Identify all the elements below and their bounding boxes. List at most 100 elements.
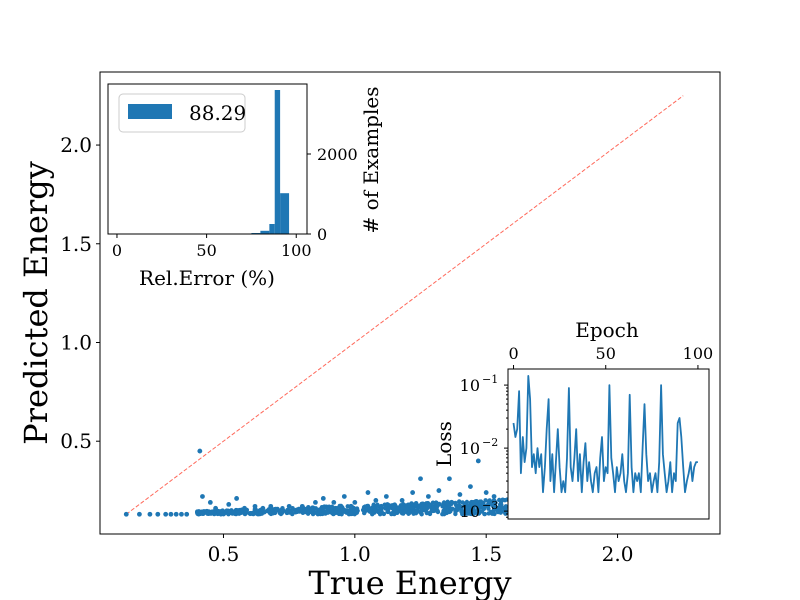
scatter-point-band — [396, 505, 401, 510]
scatter-point — [286, 503, 292, 509]
scatter-point-band — [488, 500, 493, 505]
scatter-point — [418, 476, 423, 482]
scatter-point-band — [371, 502, 376, 507]
scatter-point — [137, 511, 142, 517]
scatter-point — [341, 494, 347, 499]
scatter-point-band — [419, 512, 424, 517]
scatter-point-band — [335, 506, 340, 511]
main-y-tick-label: 1.5 — [60, 232, 92, 256]
main-marks — [123, 95, 684, 517]
scatter-point — [491, 494, 497, 499]
scatter-point-band — [204, 510, 209, 515]
scatter-point-band — [288, 509, 294, 514]
scatter-point-band — [285, 507, 290, 513]
scatter-point-band — [497, 497, 502, 503]
scatter-point-band — [313, 506, 319, 511]
histogram-y-ticks: 0 2000 — [307, 145, 358, 244]
loss-line — [512, 374, 698, 494]
scatter-point-band — [337, 509, 342, 514]
main-x-tick-label: 2.0 — [602, 542, 634, 566]
scatter-point-band — [325, 506, 330, 512]
scatter-point-band — [325, 510, 330, 515]
scatter-point — [410, 490, 416, 495]
main-y-tick-label: 0.5 — [60, 429, 92, 453]
scatter-point — [399, 498, 405, 503]
main-y-axis-label: Predicted Energy — [17, 161, 55, 445]
scatter-point — [207, 500, 213, 505]
scatter-point-band — [247, 511, 252, 516]
histogram-x-tick-label: 0 — [112, 241, 122, 260]
scatter-point-band — [409, 501, 415, 507]
scatter-point — [320, 496, 326, 501]
scatter-point — [313, 500, 318, 505]
main-x-ticks: 0.5 1.0 1.5 2.0 — [208, 534, 634, 566]
scatter-point-band — [209, 509, 215, 514]
histogram-x-tick-label: 100 — [281, 241, 312, 260]
scatter-point-band — [503, 504, 509, 509]
scatter-point — [163, 511, 169, 517]
reference-line — [125, 95, 684, 515]
loss-x-ticks: 0 50 100 — [508, 344, 713, 369]
scatter-point-band — [468, 511, 474, 517]
scatter-point-band — [367, 506, 373, 511]
scatter-point — [373, 498, 379, 503]
scatter-point-band — [317, 508, 322, 514]
loss-frame — [507, 368, 710, 520]
scatter-point-band — [354, 509, 359, 515]
scatter-point-band — [341, 509, 347, 514]
main-x-tick-label: 0.5 — [208, 542, 240, 566]
scatter-point-band — [230, 510, 236, 515]
scatter-point-band — [445, 499, 450, 505]
scatter-point — [197, 448, 203, 454]
scatter-point-band — [449, 499, 454, 505]
scatter-point-band — [488, 509, 493, 515]
loss-y-ticks: 10−310−210−1 — [460, 373, 508, 521]
scatter-point — [299, 503, 305, 509]
scatter-point — [483, 490, 489, 495]
scatter-point — [252, 503, 258, 509]
histogram-frame — [107, 83, 308, 235]
scatter-point-band — [360, 507, 366, 513]
histogram-y-tick-label: 2000 — [317, 145, 358, 164]
scatter-point-band — [455, 503, 460, 508]
scatter-point — [147, 511, 153, 517]
histogram-legend: 88.29 — [118, 93, 246, 133]
histogram-inset: 0 50 100 0 2000 Rel.Error (%) # of Examples… — [107, 83, 383, 290]
scatter-point — [184, 511, 190, 517]
loss-line-series — [512, 374, 698, 494]
scatter-point — [268, 503, 274, 509]
scatter-point-band — [373, 508, 378, 513]
scatter-point-band — [460, 510, 465, 515]
scatter-point — [155, 511, 161, 517]
scatter-point — [425, 494, 431, 499]
scatter-point-band — [441, 500, 447, 505]
scatter-point-band — [446, 509, 451, 515]
scatter-point-band — [275, 506, 280, 512]
scatter-point — [447, 476, 452, 482]
scatter-point-band — [401, 511, 406, 516]
scatter-point — [352, 500, 358, 505]
scatter-point-band — [431, 507, 436, 512]
histogram-y-axis-label: # of Examples — [359, 87, 383, 234]
scatter-point — [468, 484, 473, 490]
scatter-point — [436, 488, 442, 493]
scatter-point — [383, 494, 389, 499]
scatter-point-band — [460, 500, 465, 505]
scatter-point-band — [220, 508, 225, 513]
scatter-point — [331, 500, 337, 505]
scatter-point-band — [409, 505, 415, 510]
scatter-point-band — [301, 509, 307, 514]
legend-label: 88.29 — [189, 101, 246, 125]
scatter-point-band — [379, 503, 384, 509]
scatter-point — [475, 458, 481, 464]
loss-y-tick-label: 10 — [460, 502, 480, 521]
scatter-point-band — [482, 503, 487, 509]
scatter-point-band — [414, 509, 419, 514]
histogram-bar — [260, 230, 270, 234]
scatter-point-band — [471, 500, 476, 505]
legend-swatch — [128, 104, 172, 119]
scatter-point-band — [449, 506, 455, 512]
scatter-point-band — [236, 510, 241, 515]
scatter-point — [226, 501, 232, 507]
